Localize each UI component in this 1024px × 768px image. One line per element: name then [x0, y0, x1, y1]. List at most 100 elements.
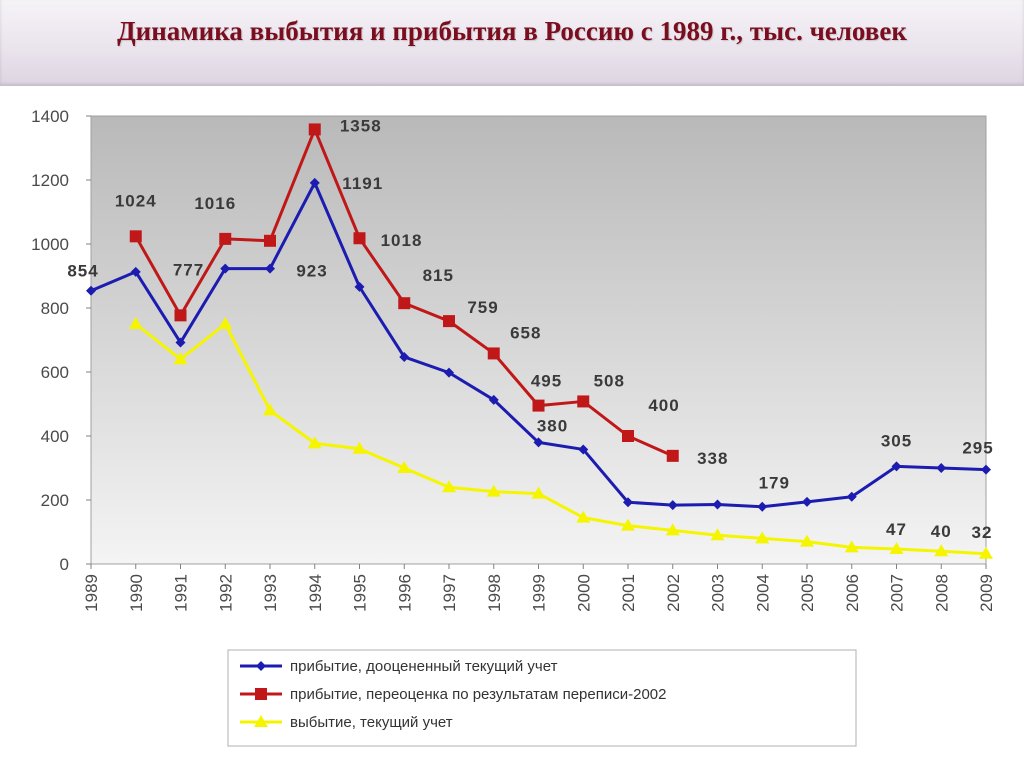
data-point-triangle — [665, 523, 680, 536]
x-tick-label: 1993 — [261, 574, 280, 612]
x-tick-label: 2009 — [977, 574, 996, 612]
y-tick-label: 1400 — [31, 107, 69, 126]
data-point-square — [443, 315, 455, 328]
series-0 — [86, 177, 991, 512]
data-point-square — [487, 347, 500, 360]
data-point-triangle — [218, 317, 233, 329]
y-tick-label: 0 — [60, 555, 69, 574]
line-chart: 0 200 400 600 800 1000 1200 1400 1989 1990 1991 199… — [31, 107, 996, 747]
data-label: 380 — [537, 416, 568, 435]
data-point-diamond — [936, 463, 947, 473]
y-tick-label: 1000 — [31, 235, 69, 254]
data-point-diamond — [220, 263, 231, 274]
legend-box — [227, 649, 857, 747]
x-tick-label: 1989 — [82, 574, 101, 612]
data-point-triangle — [307, 436, 322, 449]
data-label: 40 — [931, 522, 952, 541]
data-label: 1024 — [115, 191, 157, 210]
x-tick-label: 1990 — [127, 574, 146, 612]
legend: прибытие, дооцененный текущий учет прибыт… — [227, 649, 857, 747]
data-point-triangle — [486, 484, 501, 497]
series-layer — [86, 123, 993, 559]
data-point-triangle — [352, 441, 367, 454]
data-label: 305 — [881, 431, 912, 450]
data-point-diamond — [86, 285, 96, 296]
data-point-triangle — [755, 531, 770, 544]
data-point-diamond — [488, 394, 499, 405]
page-title: Динамика выбытия и прибытия в Россию с 1… — [117, 16, 907, 46]
data-point-diamond — [175, 337, 186, 348]
data-point-square — [532, 399, 545, 412]
data-point-diamond — [256, 661, 266, 671]
x-tick-label: 2000 — [574, 574, 593, 612]
y-tick-label: 1200 — [31, 171, 69, 190]
x-tick-label: 2003 — [709, 574, 728, 612]
data-point-square — [398, 297, 411, 310]
data-point-triangle — [254, 715, 268, 727]
data-point-square — [129, 230, 142, 243]
data-point-triangle — [263, 403, 277, 416]
data-point-diamond — [309, 177, 320, 188]
data-label: 32 — [972, 523, 993, 542]
data-point-diamond — [623, 497, 633, 508]
title-banner: Динамика выбытия и прибытия в Россию с 1… — [0, 0, 1024, 86]
data-point-triangle — [173, 352, 188, 365]
data-point-triangle — [710, 528, 725, 541]
x-tick-label: 1998 — [485, 574, 504, 612]
data-label: 179 — [759, 474, 790, 493]
x-tick-label: 1995 — [351, 574, 370, 612]
data-point-diamond — [712, 499, 723, 510]
data-label: 400 — [648, 396, 679, 415]
data-point-diamond — [578, 444, 589, 455]
data-point-diamond — [757, 501, 768, 512]
series-line — [134, 322, 987, 556]
data-label: 508 — [594, 371, 625, 390]
data-point-square — [255, 688, 267, 700]
data-point-diamond — [354, 281, 365, 292]
y-tick-label: 200 — [41, 491, 69, 510]
data-label: 815 — [423, 266, 454, 285]
data-label: 854 — [67, 262, 98, 281]
data-label: 759 — [467, 298, 498, 317]
data-label: 338 — [697, 449, 728, 468]
data-point-diamond — [265, 263, 275, 274]
data-label: 47 — [886, 520, 907, 539]
axes: 0 200 400 600 800 1000 1200 1400 1989 1990 1991 199… — [31, 107, 996, 612]
data-point-diamond — [533, 437, 544, 448]
data-point-triangle — [442, 480, 456, 493]
data-label: 1016 — [194, 194, 236, 213]
data-label: 658 — [510, 323, 541, 342]
data-label: 495 — [531, 372, 562, 391]
data-point-square — [577, 395, 590, 408]
data-label: 295 — [962, 439, 993, 458]
data-point-triangle — [979, 546, 993, 559]
data-point-diamond — [846, 491, 857, 502]
data-point-square — [666, 449, 679, 462]
x-tick-label: 2008 — [932, 574, 951, 612]
data-label: 923 — [296, 262, 327, 281]
data-label: 1358 — [340, 116, 382, 135]
data-point-diamond — [444, 367, 454, 378]
data-point-diamond — [667, 500, 678, 511]
data-point-triangle — [576, 510, 591, 523]
x-tick-label: 2006 — [843, 574, 862, 612]
y-tick-label: 400 — [41, 427, 69, 446]
data-point-square — [622, 430, 634, 442]
data-point-square — [353, 232, 366, 245]
data-point-triangle — [397, 461, 412, 473]
x-tick-label: 2004 — [753, 574, 772, 612]
x-tick-label: 2007 — [888, 574, 907, 612]
legend-label: прибытие, дооцененный текущий учет — [290, 658, 558, 675]
data-point-diamond — [130, 266, 141, 277]
series-1 — [129, 123, 679, 462]
data-point-triangle — [844, 540, 859, 553]
y-tick-label: 800 — [41, 299, 69, 318]
y-tick-label: 600 — [41, 363, 69, 382]
data-point-square — [308, 123, 321, 136]
data-point-diamond — [802, 496, 812, 507]
legend-label: прибытие, переоценка по результатам пере… — [290, 686, 666, 703]
x-tick-label: 1996 — [395, 574, 414, 612]
x-tick-label: 2002 — [664, 574, 683, 612]
x-tick-label: 2005 — [798, 574, 817, 612]
